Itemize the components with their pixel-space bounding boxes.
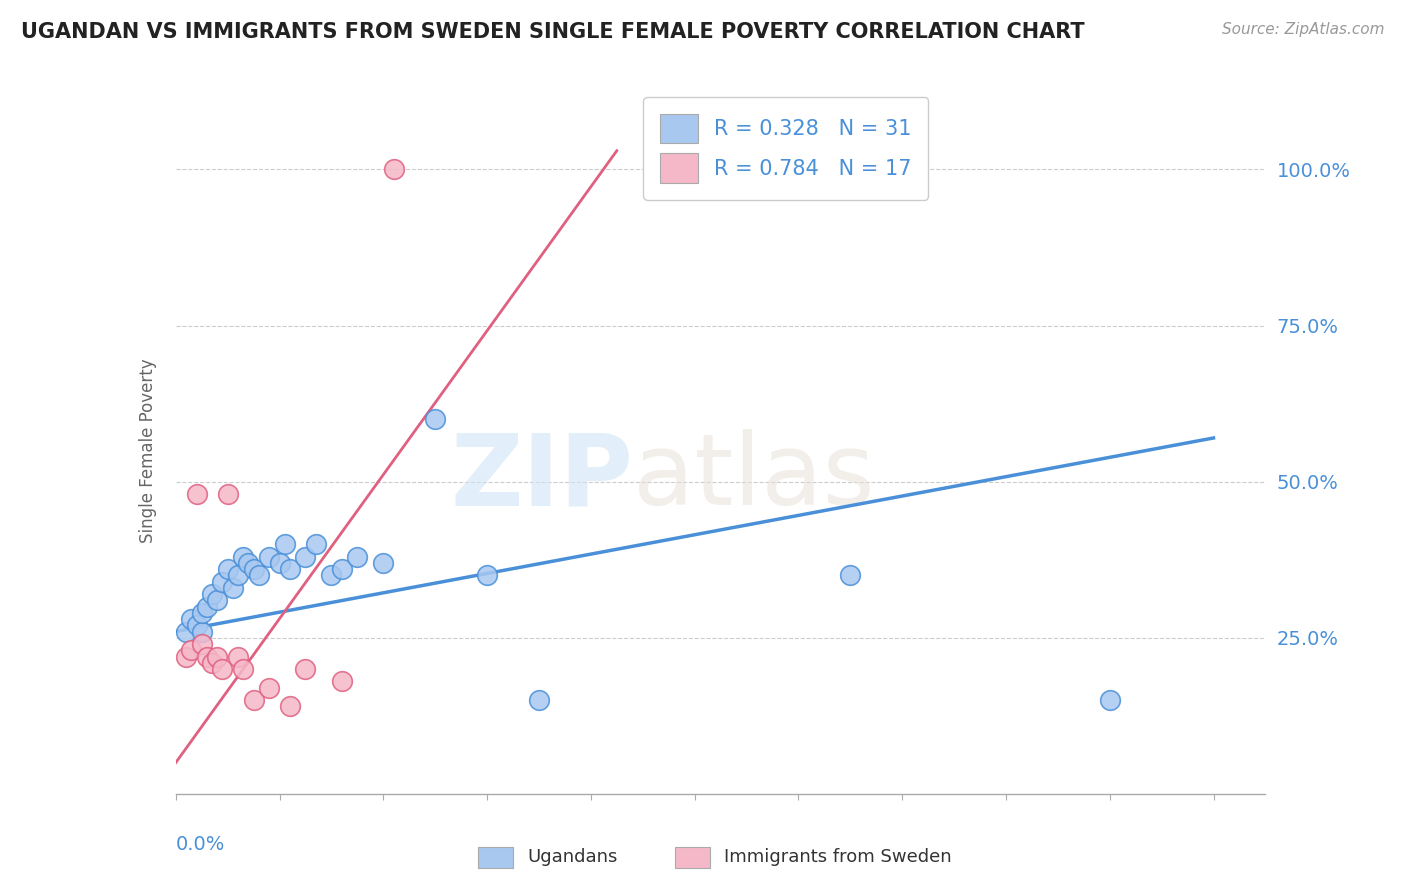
Point <box>190 637 212 651</box>
Point <box>278 562 301 576</box>
Point <box>242 693 264 707</box>
Point <box>201 656 224 670</box>
Point <box>269 556 291 570</box>
Point <box>1098 693 1121 707</box>
Point <box>247 568 270 582</box>
Point <box>222 581 245 595</box>
Point <box>346 549 368 564</box>
Point <box>305 537 328 551</box>
Point <box>257 549 280 564</box>
Point <box>294 549 316 564</box>
Text: 0.0%: 0.0% <box>176 835 225 855</box>
Point <box>257 681 280 695</box>
Point <box>330 674 353 689</box>
Point <box>180 643 202 657</box>
Point <box>195 649 218 664</box>
Point <box>186 618 208 632</box>
Point <box>274 537 297 551</box>
Point <box>382 162 405 177</box>
Point <box>207 593 229 607</box>
Point <box>211 662 233 676</box>
Point <box>226 649 249 664</box>
Y-axis label: Single Female Poverty: Single Female Poverty <box>139 359 157 542</box>
Point <box>232 549 254 564</box>
Point <box>217 487 239 501</box>
Point <box>475 568 498 582</box>
Point <box>527 693 550 707</box>
Point <box>330 562 353 576</box>
Point <box>226 568 249 582</box>
Point <box>425 412 447 426</box>
Text: ZIP: ZIP <box>450 429 633 526</box>
Point <box>278 699 301 714</box>
Text: UGANDAN VS IMMIGRANTS FROM SWEDEN SINGLE FEMALE POVERTY CORRELATION CHART: UGANDAN VS IMMIGRANTS FROM SWEDEN SINGLE… <box>21 22 1084 42</box>
FancyBboxPatch shape <box>675 847 710 868</box>
Point <box>232 662 254 676</box>
Text: Source: ZipAtlas.com: Source: ZipAtlas.com <box>1222 22 1385 37</box>
Point <box>174 649 197 664</box>
Point <box>242 562 264 576</box>
FancyBboxPatch shape <box>478 847 513 868</box>
Point <box>373 556 395 570</box>
Point <box>238 556 260 570</box>
Point <box>207 649 229 664</box>
Point <box>186 487 208 501</box>
Point <box>190 624 212 639</box>
Text: Ugandans: Ugandans <box>527 848 617 866</box>
Legend: R = 0.328   N = 31, R = 0.784   N = 17: R = 0.328 N = 31, R = 0.784 N = 17 <box>644 97 928 200</box>
Point <box>174 624 197 639</box>
Point <box>180 612 202 626</box>
Point <box>201 587 224 601</box>
Point <box>211 574 233 589</box>
Point <box>190 606 212 620</box>
Point <box>839 568 862 582</box>
Text: Immigrants from Sweden: Immigrants from Sweden <box>724 848 952 866</box>
Text: atlas: atlas <box>633 429 875 526</box>
Point <box>195 599 218 614</box>
Point <box>217 562 239 576</box>
Point <box>321 568 343 582</box>
Point <box>294 662 316 676</box>
